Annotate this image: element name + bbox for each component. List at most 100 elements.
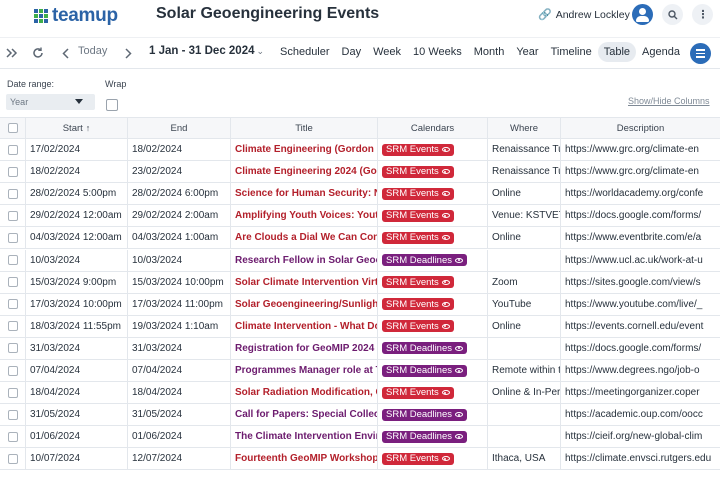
row-checkbox[interactable] [7, 210, 18, 221]
calendar-badge[interactable]: SRM Deadlines [382, 408, 467, 421]
table-row[interactable]: 31/03/2024 31/03/2024 Registration for Geo… [0, 337, 720, 360]
title-cell[interactable]: Solar Climate Intervention Virtu [231, 271, 378, 293]
table-row[interactable]: 17/03/2024 10:00pm 17/03/2024 11:00pm Sola… [0, 293, 720, 316]
table-row[interactable]: 18/03/2024 11:55pm 19/03/2024 1:10am Clima… [0, 315, 720, 338]
row-checkbox[interactable] [7, 277, 18, 288]
table-row[interactable]: 10/07/2024 12/07/2024 Fourteenth GeoMIP Wo… [0, 448, 720, 471]
app-logo[interactable]: teamup [34, 5, 118, 27]
calendar-badge[interactable]: SRM Deadlines [382, 254, 467, 267]
column-header-calendars[interactable]: Calendars [378, 118, 488, 138]
calendar-badge[interactable]: SRM Events [382, 298, 454, 311]
table-row[interactable]: 15/03/2024 9:00pm 15/03/2024 10:00pm Solar… [0, 271, 720, 294]
table-row[interactable]: 18/02/2024 23/02/2024 Climate Engineering … [0, 161, 720, 184]
calendar-badge[interactable]: SRM Deadlines [382, 430, 467, 443]
calendar-badge[interactable]: SRM Events [382, 187, 454, 200]
start-cell: 18/04/2024 [26, 382, 128, 404]
table-row[interactable]: 31/05/2024 31/05/2024 Call for Papers: Spe… [0, 404, 720, 427]
column-header-start[interactable]: Start ↑ [26, 118, 128, 138]
search-button[interactable] [662, 4, 683, 25]
title-cell[interactable]: Climate Engineering (Gordon Re [231, 139, 378, 161]
collapse-sidebar-icon[interactable] [4, 44, 20, 62]
tab-month[interactable]: Month [473, 46, 505, 58]
title-cell[interactable]: Climate Intervention - What Do [231, 315, 378, 337]
refresh-icon[interactable] [30, 44, 46, 62]
row-checkbox[interactable] [7, 188, 18, 199]
title-cell[interactable]: Are Clouds a Dial We Can Contr [231, 227, 378, 249]
title-cell[interactable]: Solar Geoengineering/Sunlight [231, 293, 378, 315]
tab-10-weeks[interactable]: 10 Weeks [413, 46, 462, 58]
row-select-cell [0, 249, 26, 271]
end-cell: 17/03/2024 11:00pm [128, 293, 231, 315]
row-checkbox[interactable] [7, 453, 18, 464]
calendar-badge[interactable]: SRM Events [382, 231, 454, 244]
tab-table[interactable]: Table [597, 42, 637, 62]
title-cell[interactable]: Fourteenth GeoMIP Workshop [231, 448, 378, 470]
description-cell: https://sites.google.com/view/s [565, 276, 701, 288]
tab-agenda[interactable]: Agenda [642, 46, 680, 58]
calendar-name: SRM Events [386, 232, 439, 244]
table-row[interactable]: 04/03/2024 12:00am 04/03/2024 1:00am Are C… [0, 227, 720, 250]
tab-day[interactable]: Day [341, 46, 362, 58]
where-cell: Zoom [488, 271, 561, 293]
avatar[interactable] [632, 4, 653, 25]
title-cell[interactable]: Programmes Manager role at Th [231, 360, 378, 382]
calendar-badge[interactable]: SRM Events [382, 452, 454, 465]
column-header-description[interactable]: Description [616, 122, 665, 134]
tab-week[interactable]: Week [373, 46, 402, 58]
calendar-badge[interactable]: SRM Events [382, 165, 454, 178]
title-cell[interactable]: Solar Radiation Modification, C [231, 382, 378, 404]
table-row[interactable]: 17/02/2024 18/02/2024 Climate Engineering … [0, 139, 720, 162]
tab-timeline[interactable]: Timeline [550, 46, 592, 58]
row-checkbox[interactable] [7, 166, 18, 177]
wrap-checkbox[interactable] [106, 99, 118, 111]
next-period-icon[interactable] [121, 44, 135, 62]
table-row[interactable]: 10/03/2024 10/03/2024 Research Fellow in S… [0, 249, 720, 272]
today-button[interactable]: Today [78, 45, 108, 57]
row-checkbox[interactable] [7, 409, 18, 420]
table-row[interactable]: 07/04/2024 07/04/2024 Programmes Manager r… [0, 360, 720, 383]
row-checkbox[interactable] [7, 299, 18, 310]
column-header-where[interactable]: Where [488, 118, 561, 138]
calendar-badge[interactable]: SRM Events [382, 320, 454, 333]
table-row[interactable]: 18/04/2024 18/04/2024 Solar Radiation Modi… [0, 382, 720, 405]
calendar-badge[interactable]: SRM Deadlines [382, 364, 467, 377]
row-checkbox[interactable] [7, 255, 18, 266]
title-cell[interactable]: Amplifying Youth Voices: Youth [231, 205, 378, 227]
calendar-badge[interactable]: SRM Events [382, 209, 454, 222]
row-checkbox[interactable] [7, 387, 18, 398]
column-header-title[interactable]: Title [231, 118, 378, 138]
row-checkbox[interactable] [7, 343, 18, 354]
more-options-button[interactable]: ⋮ [692, 4, 713, 25]
show-hide-columns-link[interactable]: Show/Hide Columns [628, 96, 710, 106]
date-range-select[interactable]: Year [6, 94, 95, 110]
tab-year[interactable]: Year [516, 46, 539, 58]
row-checkbox[interactable] [7, 144, 18, 155]
table-row[interactable]: 01/06/2024 01/06/2024 The Climate Interven… [0, 426, 720, 449]
calendar-badge[interactable]: SRM Events [382, 276, 454, 289]
tab-scheduler[interactable]: Scheduler [280, 46, 330, 58]
date-range-picker[interactable]: 1 Jan - 31 Dec 2024 ⌄ [149, 45, 264, 57]
calendar-badge[interactable]: SRM Deadlines [382, 342, 467, 355]
where-cell: Renaissance Tu [488, 139, 561, 161]
previous-period-icon[interactable] [58, 44, 72, 62]
title-cell[interactable]: Registration for GeoMIP 2024 m [231, 337, 378, 359]
calendar-badge[interactable]: SRM Events [382, 386, 454, 399]
title-cell[interactable]: Climate Engineering 2024 (Gor [231, 161, 378, 183]
calendar-badge[interactable]: SRM Events [382, 143, 454, 156]
user-link[interactable]: 🔗 Andrew Lockley [538, 8, 630, 22]
select-all-checkbox[interactable] [7, 123, 18, 133]
row-checkbox[interactable] [7, 321, 18, 332]
title-cell[interactable]: The Climate Intervention Enviro [231, 426, 378, 448]
where-cell: Online & In-Pers [488, 382, 561, 404]
row-checkbox[interactable] [7, 232, 18, 243]
where-cell [488, 249, 561, 271]
column-header-end[interactable]: End [128, 118, 231, 138]
row-checkbox[interactable] [7, 431, 18, 442]
row-checkbox[interactable] [7, 365, 18, 376]
main-menu-button[interactable] [690, 43, 711, 64]
title-cell[interactable]: Science for Human Security: Na [231, 183, 378, 205]
table-row[interactable]: 28/02/2024 5:00pm 28/02/2024 6:00pm Scienc… [0, 183, 720, 206]
table-row[interactable]: 29/02/2024 12:00am 29/02/2024 2:00am Ampli… [0, 205, 720, 228]
title-cell[interactable]: Research Fellow in Solar Geoen [231, 249, 378, 271]
title-cell[interactable]: Call for Papers: Special Collecti [231, 404, 378, 426]
